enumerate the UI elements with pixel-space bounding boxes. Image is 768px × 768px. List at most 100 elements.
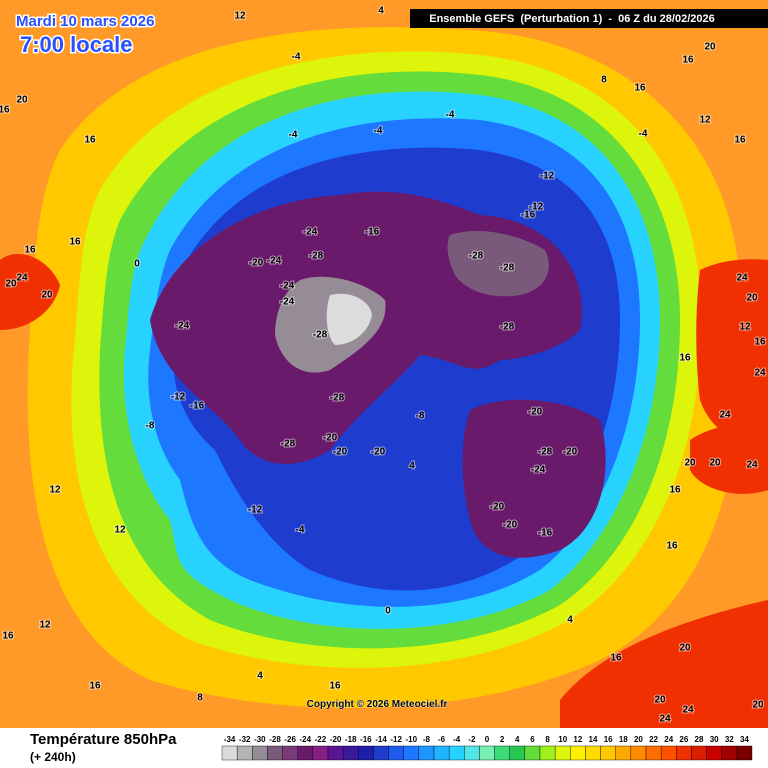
map-label: -24 (303, 227, 318, 238)
legend-swatch (676, 745, 692, 761)
legend-tick-label: 4 (515, 735, 520, 744)
legend-swatch (706, 745, 722, 761)
legend-swatch (327, 745, 344, 761)
map-label: 16 (734, 135, 746, 146)
legend-tick-label: 22 (649, 735, 658, 744)
legend-swatch (615, 745, 632, 761)
legend-tick-label: -28 (269, 735, 281, 744)
map-label: 0 (385, 606, 391, 617)
map-label: 24 (736, 273, 748, 284)
map-label: 16 (329, 681, 341, 692)
legend-tick-label: -14 (375, 735, 387, 744)
legend-tick-label: -8 (423, 735, 431, 744)
legend-tick-label: -10 (406, 735, 418, 744)
map-label: -24 (280, 281, 295, 292)
legend-tick-label: -24 (300, 735, 312, 744)
legend-swatch (297, 745, 314, 761)
map-label: 4 (567, 615, 573, 626)
legend-tick-label: 0 (485, 735, 490, 744)
copyright: Copyright © 2026 Meteociel.fr (307, 699, 448, 710)
map-label: 20 (746, 293, 758, 304)
map-label: 16 (682, 55, 694, 66)
legend-tick-label: -4 (453, 735, 461, 744)
footer-title: Température 850hPa (30, 731, 177, 748)
map-label: 12 (234, 11, 246, 22)
legend: -34 -32 -30 -28 -26 -24 -22 -20 -18 -16 -14 -12 -10-… (221, 735, 753, 761)
legend-swatch (267, 745, 283, 761)
map-label: 16 (0, 105, 10, 116)
map-label: 12 (699, 115, 711, 126)
legend-swatch (660, 745, 677, 761)
map-label: 20 (709, 458, 721, 469)
map-label: 24 (682, 705, 694, 716)
map-label: 16 (669, 485, 681, 496)
legend-tick-label: -18 (345, 735, 357, 744)
map-label: -20 (249, 258, 264, 269)
legend-tick-label: 28 (695, 735, 704, 744)
map-label: 4 (378, 6, 384, 17)
map-label: 16 (84, 135, 96, 146)
legend-swatch (312, 745, 329, 761)
legend-swatch (539, 745, 556, 761)
map-label: -28 (538, 447, 553, 458)
legend-tick-label: -20 (330, 735, 342, 744)
legend-tick-label: 10 (558, 735, 567, 744)
map-label: -16 (538, 528, 553, 539)
map-label: 24 (659, 714, 671, 725)
map-label: -24 (531, 465, 546, 476)
map-label: 4 (409, 461, 415, 472)
legend-swatch (570, 745, 586, 761)
map-label: -16 (190, 401, 205, 412)
legend-tick-label: 24 (664, 735, 673, 744)
legend-swatch (524, 745, 541, 761)
map-label: 20 (16, 95, 28, 106)
legend-tick-label: 2 (500, 735, 505, 744)
legend-tick-label: 32 (725, 735, 734, 744)
legend-swatch (373, 745, 389, 761)
map-label: -28 (309, 251, 324, 262)
legend-swatch (554, 745, 571, 761)
map-label: -20 (490, 502, 505, 513)
map-label: 16 (2, 631, 14, 642)
map-label: -12 (248, 505, 263, 516)
legend-swatch (388, 745, 404, 761)
map-label: -4 (374, 126, 383, 137)
map-label: -20 (371, 447, 386, 458)
legend-tick-label: -26 (284, 735, 296, 744)
map-label: -8 (146, 421, 155, 432)
map-label: 20 (679, 643, 691, 654)
map-label: 16 (69, 237, 81, 248)
map-label: -4 (296, 525, 305, 536)
map-label: 20 (684, 458, 696, 469)
legend-swatch (448, 745, 465, 761)
map-label: -20 (528, 407, 543, 418)
legend-tick-label: -6 (438, 735, 446, 744)
legend-tick-label: -22 (315, 735, 327, 744)
map-label: -20 (563, 447, 578, 458)
map-label: -20 (503, 520, 518, 531)
legend-swatch (221, 745, 238, 761)
map-label: -12 (171, 392, 186, 403)
map-label: 12 (739, 322, 751, 333)
map-label: -28 (330, 393, 345, 404)
legend-swatch (630, 745, 647, 761)
legend-swatch (479, 745, 495, 761)
legend-swatch (236, 745, 253, 761)
map-label: 8 (197, 693, 203, 704)
map-label: 8 (601, 75, 607, 86)
map-label: -24 (280, 297, 295, 308)
map-label: -28 (469, 251, 484, 262)
legend-swatch (464, 745, 480, 761)
legend-tick-label: -30 (254, 735, 266, 744)
legend-swatch (252, 745, 268, 761)
model-box (410, 9, 768, 28)
map-label: -24 (267, 256, 282, 267)
map-label: 12 (49, 485, 61, 496)
legend-tick-label: 20 (634, 735, 643, 744)
legend-tick-label: 26 (679, 735, 688, 744)
map-label: -4 (446, 110, 455, 121)
map-label: 24 (746, 460, 758, 471)
legend-tick-label: 16 (604, 735, 613, 744)
